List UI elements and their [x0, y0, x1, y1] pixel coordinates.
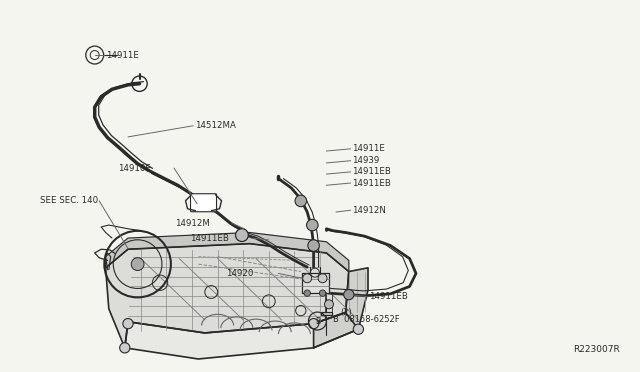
Text: SEE SEC. 140: SEE SEC. 140: [40, 196, 98, 205]
Circle shape: [123, 318, 133, 329]
Circle shape: [304, 290, 310, 296]
Circle shape: [308, 318, 319, 329]
Text: 14920: 14920: [226, 269, 253, 278]
Polygon shape: [302, 273, 329, 293]
Polygon shape: [314, 268, 368, 348]
Circle shape: [303, 274, 312, 283]
Text: 14911EB: 14911EB: [369, 292, 408, 301]
Polygon shape: [321, 312, 332, 315]
Circle shape: [295, 195, 307, 206]
Text: 14911E: 14911E: [106, 51, 138, 60]
Circle shape: [236, 229, 248, 241]
Text: R223007R: R223007R: [573, 345, 620, 354]
Text: B: B: [315, 317, 320, 326]
Text: 14912M: 14912M: [175, 219, 210, 228]
Circle shape: [308, 240, 319, 251]
Circle shape: [307, 219, 318, 231]
Text: 14512MA: 14512MA: [195, 121, 236, 130]
Circle shape: [120, 343, 130, 353]
Text: 14912N: 14912N: [352, 206, 386, 215]
Text: 14911E: 14911E: [352, 144, 385, 153]
Text: (2): (2): [340, 308, 352, 317]
Polygon shape: [125, 312, 358, 359]
Text: 14911EB: 14911EB: [352, 179, 391, 187]
Polygon shape: [106, 244, 349, 348]
Circle shape: [344, 289, 354, 300]
Circle shape: [324, 300, 333, 309]
Text: 14911EB: 14911EB: [352, 167, 391, 176]
Polygon shape: [106, 232, 349, 272]
Circle shape: [353, 324, 364, 334]
Circle shape: [318, 274, 327, 283]
Text: 14910E: 14910E: [118, 164, 150, 173]
Circle shape: [131, 258, 144, 270]
Text: 14939: 14939: [352, 156, 380, 165]
Circle shape: [319, 290, 326, 296]
Text: 14911EB: 14911EB: [190, 234, 229, 243]
Text: B  08158-6252F: B 08158-6252F: [333, 315, 399, 324]
FancyBboxPatch shape: [191, 194, 216, 212]
